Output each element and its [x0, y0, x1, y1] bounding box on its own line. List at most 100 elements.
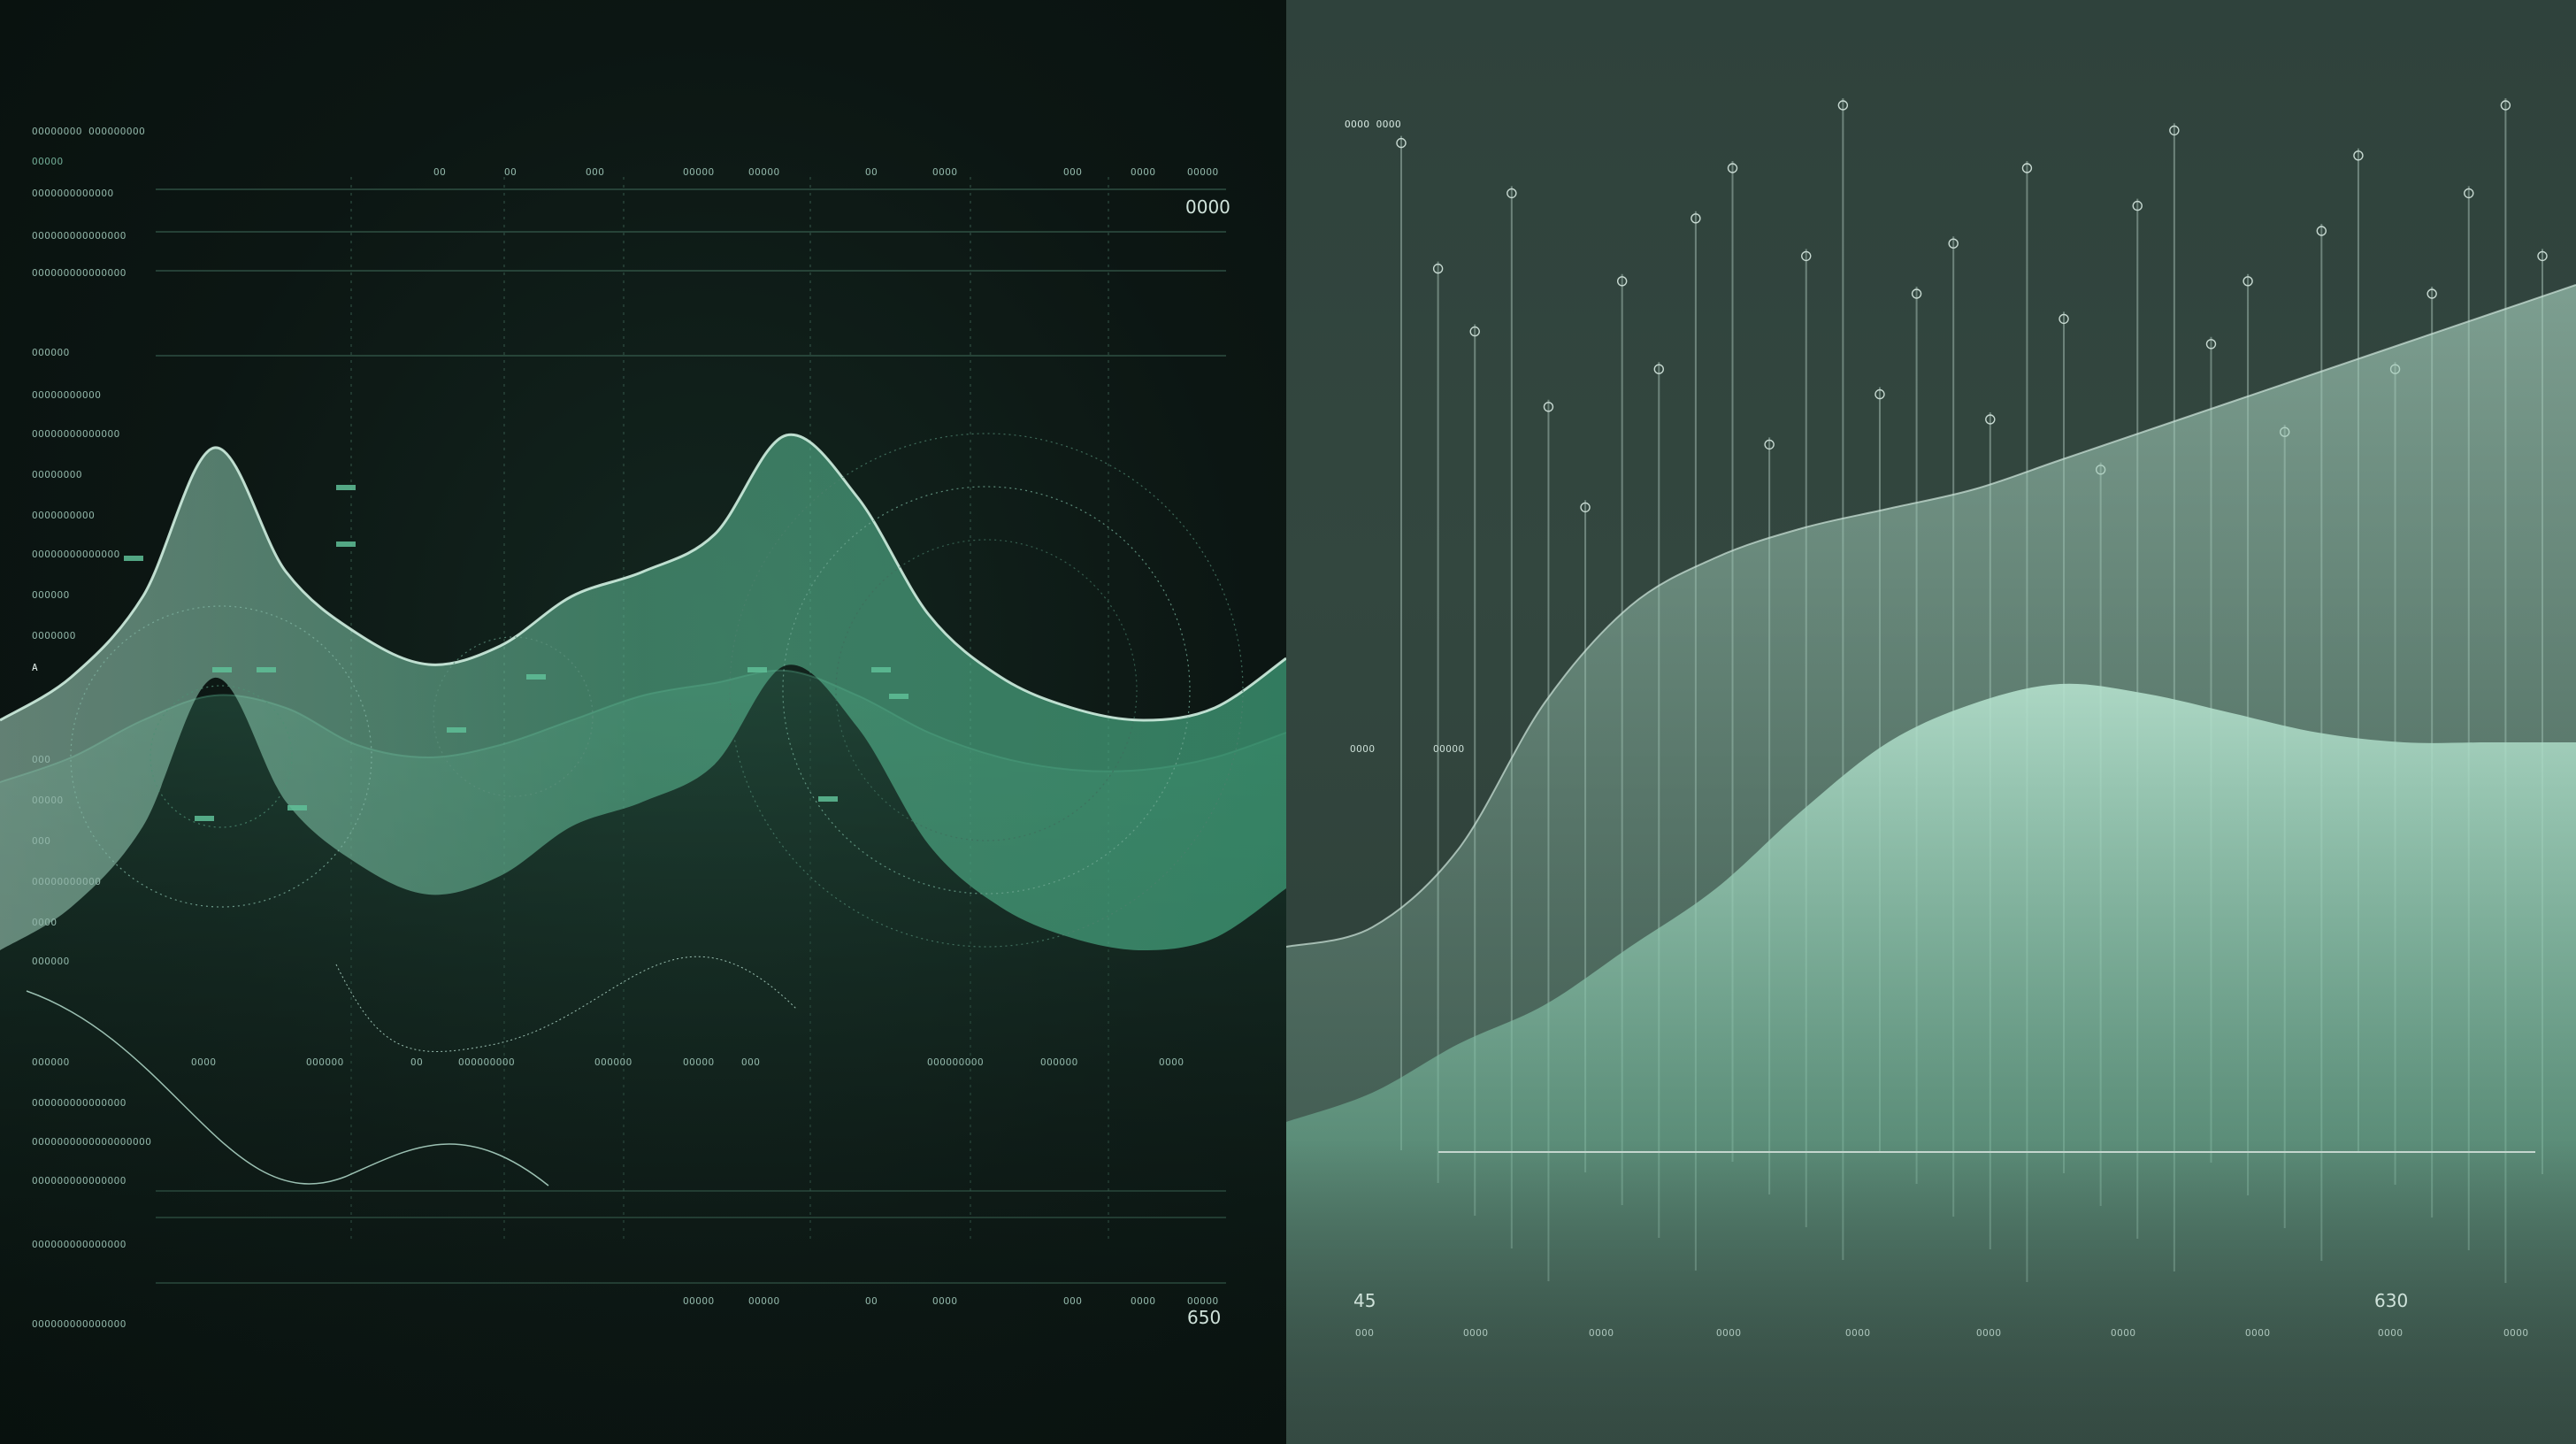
- mid-label: OOO: [741, 1056, 761, 1068]
- right-right-value: 630: [2374, 1290, 2409, 1311]
- row-label: OOOO: [32, 917, 58, 928]
- row-label: OOOOO: [32, 795, 64, 806]
- lower-label: OOOOOOOOOOOOOOO: [32, 1097, 126, 1109]
- level-marker: [1948, 238, 1959, 249]
- row-label: OOOOOO: [32, 347, 70, 358]
- mid-label: OOOOO: [683, 1056, 715, 1068]
- level-marker: [2316, 226, 2327, 236]
- axis-label: OOOO: [1463, 1327, 1489, 1339]
- bottom-axis-label: OOOO: [932, 1295, 958, 1307]
- row-label: OOOOOOOOOOOOOOO: [32, 267, 126, 279]
- mid-label: OOOOOOOOO: [458, 1056, 516, 1068]
- level-marker: [1690, 213, 1701, 224]
- accent-tag: [336, 485, 356, 490]
- top-axis-label: OO: [865, 166, 878, 178]
- axis-label: OOO: [1355, 1327, 1375, 1339]
- bottom-axis-label: OOOO: [1131, 1295, 1156, 1307]
- top-axis-label: OOOOO: [683, 166, 715, 178]
- level-marker: [2426, 288, 2437, 299]
- axis-label: OOOO: [1845, 1327, 1871, 1339]
- level-marker: [1543, 402, 1554, 412]
- level-marker: [1801, 250, 1812, 262]
- accent-tag: [889, 694, 908, 699]
- left-chart-panel: OOOOOOOO OOOOOOOOO OOOOO 0000 650 OOOOOO…: [0, 0, 1286, 1444]
- right-area-chart: [1286, 98, 2576, 1444]
- level-marker: [1874, 388, 1885, 400]
- accent-tag: [871, 667, 891, 672]
- row-label: OOOOOOOOOOOOOO: [32, 428, 120, 440]
- mid-label: OOOOOO: [306, 1056, 344, 1068]
- mid-label: OOOO: [1159, 1056, 1184, 1068]
- series-2-area: [1286, 683, 2576, 1444]
- orbit-circle: [729, 433, 1244, 948]
- right-left-value: 45: [1353, 1290, 1376, 1311]
- accent-tag: [526, 674, 546, 680]
- accent-tag: [447, 727, 466, 733]
- accent-tag: [818, 796, 838, 802]
- level-marker: [2058, 313, 2069, 325]
- row-label: OOOOOOOO: [32, 469, 82, 480]
- level-marker: [1837, 100, 1849, 111]
- mid-label: OOOO: [1350, 743, 1376, 755]
- orbit-circle: [835, 539, 1138, 841]
- accent-tag: [336, 542, 356, 547]
- top-axis-label: OOOO: [1131, 166, 1156, 178]
- axis-label: OOOO: [1976, 1327, 2002, 1339]
- row-label: OOOOOOOOOOO: [32, 389, 102, 401]
- series-1-line: [1286, 284, 2576, 948]
- top-axis-label: OOO: [586, 166, 605, 178]
- level-marker: [2353, 150, 2364, 161]
- left-area-chart: [0, 177, 1286, 1444]
- left-header-sub: OOOOO: [32, 156, 64, 167]
- row-label: OOOOOOOOOOOOOOO: [32, 230, 126, 242]
- level-marker: [2205, 339, 2217, 349]
- row-label: OOOOOO: [32, 956, 70, 967]
- axis-label: OOOO: [1589, 1327, 1614, 1339]
- level-marker: [2464, 188, 2474, 199]
- orbit-circle: [150, 685, 293, 828]
- row-label: A: [32, 662, 39, 673]
- series-1-area: [0, 434, 1286, 951]
- mid-label: OOOOOO: [594, 1056, 632, 1068]
- top-axis-label: OO: [504, 166, 518, 178]
- mid-label: OOOOO: [1433, 743, 1465, 755]
- thin-curve: [335, 956, 797, 1052]
- orbit-circle: [433, 636, 594, 797]
- lower-label: OOOOOOOOOOOOOOO: [32, 1318, 126, 1330]
- axis-label: OOOO: [2503, 1327, 2529, 1339]
- lower-label: OOOOOOOOOOOOOOOOOOO: [32, 1136, 152, 1148]
- level-marker: [1396, 137, 1407, 149]
- axis-label: OOOO: [2245, 1327, 2271, 1339]
- level-marker: [1985, 414, 1996, 425]
- level-marker: [1764, 439, 1775, 450]
- bottom-axis-label: OOOOO: [1187, 1295, 1219, 1307]
- thin-curve: [26, 990, 549, 1187]
- accent-tag: [195, 816, 214, 821]
- mid-label: OOOOOOOOO: [927, 1056, 985, 1068]
- lower-label: OOOOOOOOOOOOOOO: [32, 1175, 126, 1187]
- row-label: OOO: [32, 835, 51, 847]
- axis-label: OOOO: [2111, 1327, 2136, 1339]
- row-label: OOO: [32, 754, 51, 765]
- axis-label: OOOO: [2378, 1327, 2404, 1339]
- level-marker: [1506, 188, 1517, 199]
- left-header-label: OOOOOOOO OOOOOOOOO: [32, 126, 146, 137]
- level-marker: [1432, 263, 1444, 274]
- left-top-value: 0000: [1185, 196, 1230, 218]
- mid-label: OOOO: [191, 1056, 217, 1068]
- level-marker: [2500, 100, 2511, 111]
- level-marker: [1911, 288, 1922, 299]
- left-bottom-value: 650: [1187, 1307, 1222, 1328]
- orbit-circle: [70, 605, 372, 908]
- accent-tag: [288, 805, 307, 810]
- level-marker: [1616, 276, 1628, 287]
- accent-tag: [748, 667, 767, 672]
- top-axis-label: OO: [433, 166, 447, 178]
- right-chart-panel: OOOO OOOO 45 630 OOO OOOO OOOO OOOO OOOO OOOO…: [1286, 0, 2576, 1444]
- bottom-axis-label: OOOOO: [683, 1295, 715, 1307]
- mid-label: OOOOOO: [32, 1056, 70, 1068]
- level-marker: [2021, 163, 2033, 173]
- top-axis-label: OOOO: [932, 166, 958, 178]
- level-marker: [1653, 364, 1664, 374]
- bottom-axis-label: OOO: [1063, 1295, 1083, 1307]
